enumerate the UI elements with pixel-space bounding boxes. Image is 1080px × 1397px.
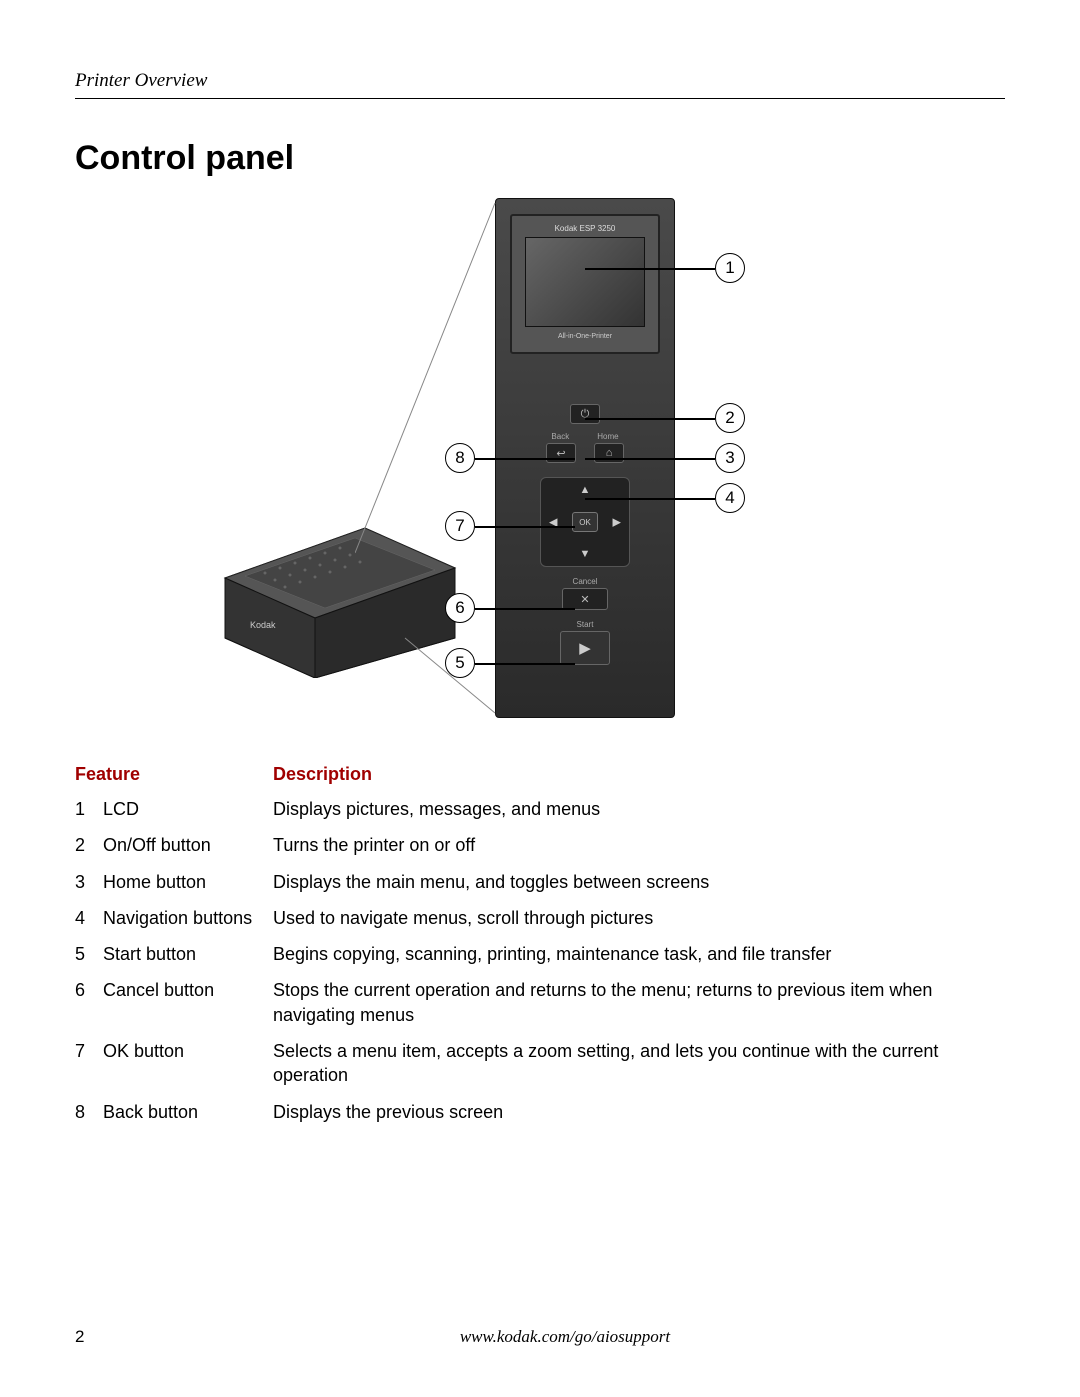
table-row: 6Cancel buttonStops the current operatio… xyxy=(75,972,1005,1033)
table-row: 8Back buttonDisplays the previous screen xyxy=(75,1094,1005,1130)
row-description: Stops the current operation and returns … xyxy=(273,972,1005,1033)
model-label: Kodak ESP 3250 xyxy=(520,224,650,233)
nav-right-icon[interactable]: ▶ xyxy=(613,516,621,529)
row-description: Displays pictures, messages, and menus xyxy=(273,791,1005,827)
row-feature: Home button xyxy=(103,864,273,900)
callout-line xyxy=(475,608,575,610)
home-label: Home xyxy=(597,432,618,441)
callout-circle: 4 xyxy=(715,483,745,513)
row-feature: Navigation buttons xyxy=(103,900,273,936)
feature-header: Feature xyxy=(75,758,273,791)
ok-button[interactable]: OK xyxy=(572,512,598,532)
nav-up-icon[interactable]: ▲ xyxy=(580,484,591,496)
row-feature: OK button xyxy=(103,1033,273,1094)
callout-line xyxy=(585,498,715,500)
start-button[interactable]: ▶ xyxy=(560,631,610,665)
page-title: Control panel xyxy=(75,139,1005,178)
lcd-screen xyxy=(525,237,645,327)
callout-line xyxy=(585,458,715,460)
row-description: Used to navigate menus, scroll through p… xyxy=(273,900,1005,936)
table-row: 2On/Off buttonTurns the printer on or of… xyxy=(75,827,1005,863)
nav-down-icon[interactable]: ▼ xyxy=(580,548,591,560)
callout-circle: 5 xyxy=(445,648,475,678)
home-button[interactable]: ⌂ xyxy=(594,443,624,463)
lcd-subtext: All-in-One-Printer xyxy=(520,333,650,340)
callout-circle: 8 xyxy=(445,443,475,473)
section-header: Printer Overview xyxy=(75,70,1005,99)
row-number: 4 xyxy=(75,900,103,936)
page-number: 2 xyxy=(75,1327,125,1347)
callout-line xyxy=(475,526,575,528)
row-feature: Back button xyxy=(103,1094,273,1130)
row-description: Displays the main menu, and toggles betw… xyxy=(273,864,1005,900)
table-row: 4Navigation buttonsUsed to navigate menu… xyxy=(75,900,1005,936)
callout-line xyxy=(585,268,715,270)
back-label: Back xyxy=(551,432,569,441)
callout-line xyxy=(475,663,575,665)
row-feature: Start button xyxy=(103,936,273,972)
power-button[interactable]: ⏻ xyxy=(570,404,600,424)
table-row: 3Home buttonDisplays the main menu, and … xyxy=(75,864,1005,900)
feature-table: Feature Description 1LCDDisplays picture… xyxy=(75,758,1005,1130)
back-button[interactable]: ↩ xyxy=(546,443,576,463)
row-number: 5 xyxy=(75,936,103,972)
row-feature: LCD xyxy=(103,791,273,827)
table-row: 7OK buttonSelects a menu item, accepts a… xyxy=(75,1033,1005,1094)
start-play-icon: ▶ xyxy=(579,639,591,658)
callout-circle: 3 xyxy=(715,443,745,473)
callout-line xyxy=(475,458,575,460)
row-number: 8 xyxy=(75,1094,103,1130)
svg-text:Kodak: Kodak xyxy=(250,620,276,630)
row-description: Turns the printer on or off xyxy=(273,827,1005,863)
cancel-button[interactable]: ✕ xyxy=(562,588,608,610)
row-feature: On/Off button xyxy=(103,827,273,863)
callout-circle: 6 xyxy=(445,593,475,623)
row-number: 6 xyxy=(75,972,103,1033)
control-panel-diagram: Kodak Kodak ESP 3250 All-in-One-Printer … xyxy=(75,198,1005,738)
callout-circle: 7 xyxy=(445,511,475,541)
row-description: Displays the previous screen xyxy=(273,1094,1005,1130)
callout-line xyxy=(585,418,715,420)
cancel-x-icon: ✕ xyxy=(580,593,589,606)
support-url: www.kodak.com/go/aiosupport xyxy=(125,1327,1005,1347)
table-row: 1LCDDisplays pictures, messages, and men… xyxy=(75,791,1005,827)
row-number: 1 xyxy=(75,791,103,827)
navigation-pad[interactable]: ▲ ▼ ◀ ▶ OK xyxy=(540,477,630,567)
callout-circle: 2 xyxy=(715,403,745,433)
row-description: Begins copying, scanning, printing, main… xyxy=(273,936,1005,972)
callout-circle: 1 xyxy=(715,253,745,283)
row-number: 3 xyxy=(75,864,103,900)
row-feature: Cancel button xyxy=(103,972,273,1033)
page-footer: 2 www.kodak.com/go/aiosupport xyxy=(75,1327,1005,1347)
row-number: 7 xyxy=(75,1033,103,1094)
table-row: 5Start buttonBegins copying, scanning, p… xyxy=(75,936,1005,972)
row-number: 2 xyxy=(75,827,103,863)
row-description: Selects a menu item, accepts a zoom sett… xyxy=(273,1033,1005,1094)
description-header: Description xyxy=(273,758,1005,791)
